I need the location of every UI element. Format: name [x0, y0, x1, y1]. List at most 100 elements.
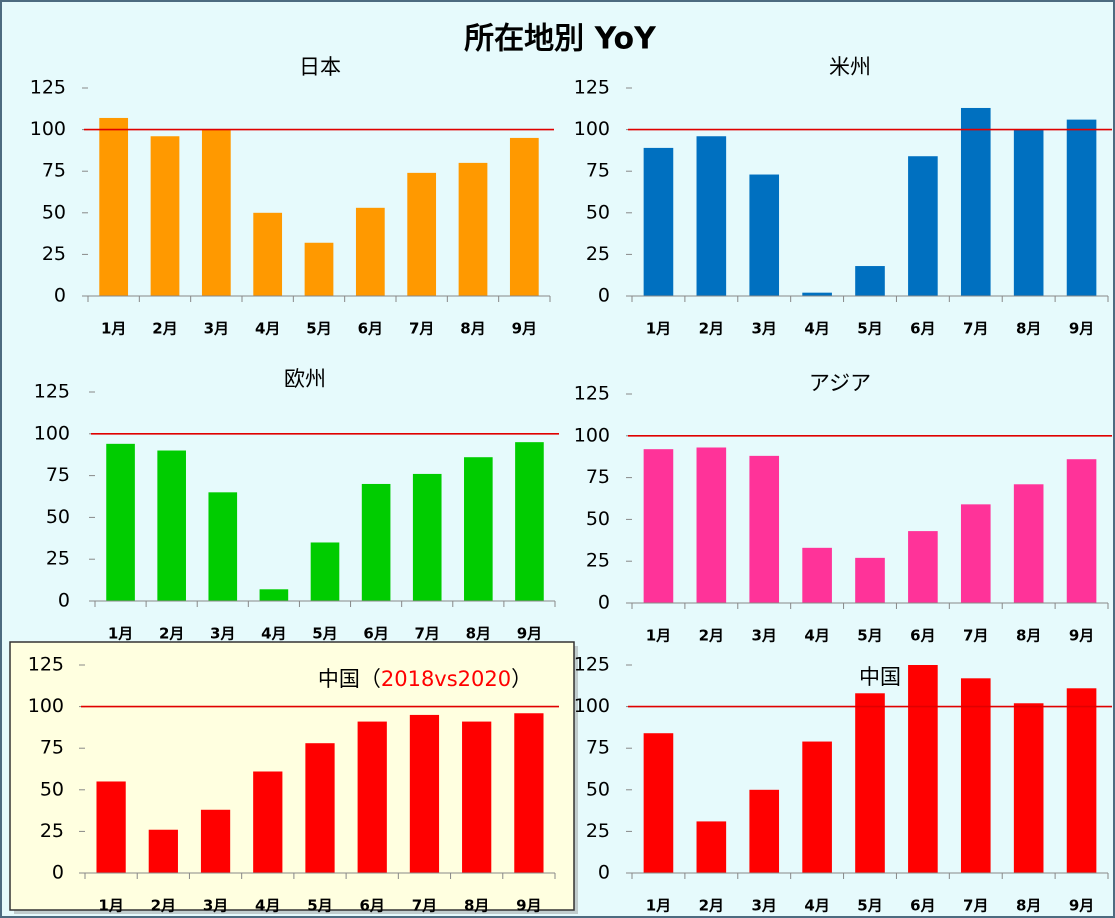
y-tick-label: 75: [46, 464, 70, 486]
bar: [960, 107, 991, 296]
chart-title: 米州: [829, 55, 871, 79]
title-part: 欧州: [284, 367, 326, 391]
y-tick-label: 75: [40, 737, 64, 759]
y-tick-label: 125: [34, 381, 70, 403]
bar: [908, 665, 938, 873]
bar: [148, 829, 178, 873]
y-tick-label: 50: [42, 201, 66, 223]
bar: [802, 741, 832, 873]
x-tick-label: 2月: [699, 627, 724, 645]
bar: [1066, 119, 1097, 296]
x-tick-label: 3月: [203, 897, 228, 915]
bar: [412, 473, 442, 601]
bar: [960, 678, 991, 873]
bar: [855, 693, 885, 873]
bar: [855, 266, 885, 296]
x-tick-label: 6月: [358, 320, 383, 338]
bar: [259, 589, 289, 601]
y-tick-label: 75: [586, 160, 610, 182]
x-tick-label: 1月: [646, 627, 671, 645]
y-tick-label: 25: [42, 243, 66, 265]
x-tick-label: 4月: [804, 320, 829, 338]
x-tick-label: 9月: [516, 897, 541, 915]
bar: [208, 492, 238, 601]
y-tick-label: 0: [58, 590, 70, 612]
bar: [253, 771, 283, 873]
chart-title: 中国（2018vs2020）: [318, 667, 532, 691]
x-tick-label: 6月: [363, 625, 388, 643]
bar: [643, 147, 674, 296]
x-tick-label: 4月: [255, 897, 280, 915]
bar: [458, 162, 488, 296]
bar: [509, 137, 539, 296]
y-tick-label: 25: [40, 820, 64, 842]
y-tick-label: 50: [586, 508, 610, 530]
bar: [150, 136, 180, 296]
x-tick-label: 8月: [460, 320, 485, 338]
bar: [96, 781, 126, 873]
y-tick-label: 100: [574, 695, 610, 717]
x-tick-label: 5月: [307, 897, 332, 915]
bar: [1066, 688, 1097, 873]
bar: [855, 557, 885, 603]
bar: [464, 457, 493, 601]
bar: [200, 809, 231, 873]
x-tick-label: 7月: [963, 627, 988, 645]
x-tick-label: 1月: [98, 897, 123, 915]
bar: [515, 442, 544, 601]
bar: [1013, 703, 1044, 873]
x-tick-label: 5月: [306, 320, 331, 338]
bar: [305, 743, 335, 873]
y-tick-label: 0: [598, 285, 610, 307]
bar: [253, 212, 283, 296]
x-tick-label: 2月: [699, 320, 724, 338]
y-tick-label: 0: [54, 285, 66, 307]
bar: [514, 713, 544, 873]
x-tick-label: 1月: [108, 625, 133, 643]
x-tick-label: 4月: [804, 627, 829, 645]
x-tick-label: 3月: [204, 320, 229, 338]
x-tick-label: 4月: [255, 320, 280, 338]
bar: [201, 129, 231, 296]
y-tick-label: 25: [586, 820, 610, 842]
title-part: 中国（: [318, 667, 381, 691]
title-part: 中国: [859, 665, 901, 689]
y-tick-label: 125: [574, 77, 610, 99]
bar: [355, 207, 385, 296]
bar: [749, 174, 780, 296]
x-tick-label: 8月: [1016, 897, 1041, 915]
y-tick-label: 50: [586, 778, 610, 800]
bar: [1013, 484, 1044, 603]
x-tick-label: 3月: [752, 897, 777, 915]
y-tick-label: 0: [52, 862, 64, 884]
bar: [749, 789, 780, 873]
bar: [643, 733, 674, 873]
x-tick-label: 9月: [512, 320, 537, 338]
x-tick-label: 7月: [412, 897, 437, 915]
bar: [1066, 459, 1097, 603]
bar: [310, 542, 340, 601]
x-tick-label: 3月: [752, 320, 777, 338]
title-part: ）: [511, 667, 532, 691]
x-tick-label: 8月: [466, 625, 491, 643]
x-tick-label: 7月: [415, 625, 440, 643]
y-tick-label: 75: [586, 737, 610, 759]
x-tick-label: 7月: [963, 897, 988, 915]
title-part: アジア: [809, 371, 871, 395]
y-tick-label: 0: [598, 862, 610, 884]
x-tick-label: 8月: [464, 897, 489, 915]
chart-title: 日本: [299, 55, 341, 79]
x-tick-label: 8月: [1016, 627, 1041, 645]
y-tick-label: 100: [574, 118, 610, 140]
bar: [802, 292, 832, 296]
x-tick-label: 5月: [312, 625, 337, 643]
bar: [643, 449, 674, 603]
chart-title: 中国: [859, 665, 901, 689]
y-tick-label: 25: [46, 548, 70, 570]
x-tick-label: 2月: [151, 897, 176, 915]
x-tick-label: 3月: [752, 627, 777, 645]
x-tick-label: 5月: [857, 627, 882, 645]
x-tick-label: 6月: [910, 627, 935, 645]
x-tick-label: 8月: [1016, 320, 1041, 338]
x-tick-label: 2月: [152, 320, 177, 338]
